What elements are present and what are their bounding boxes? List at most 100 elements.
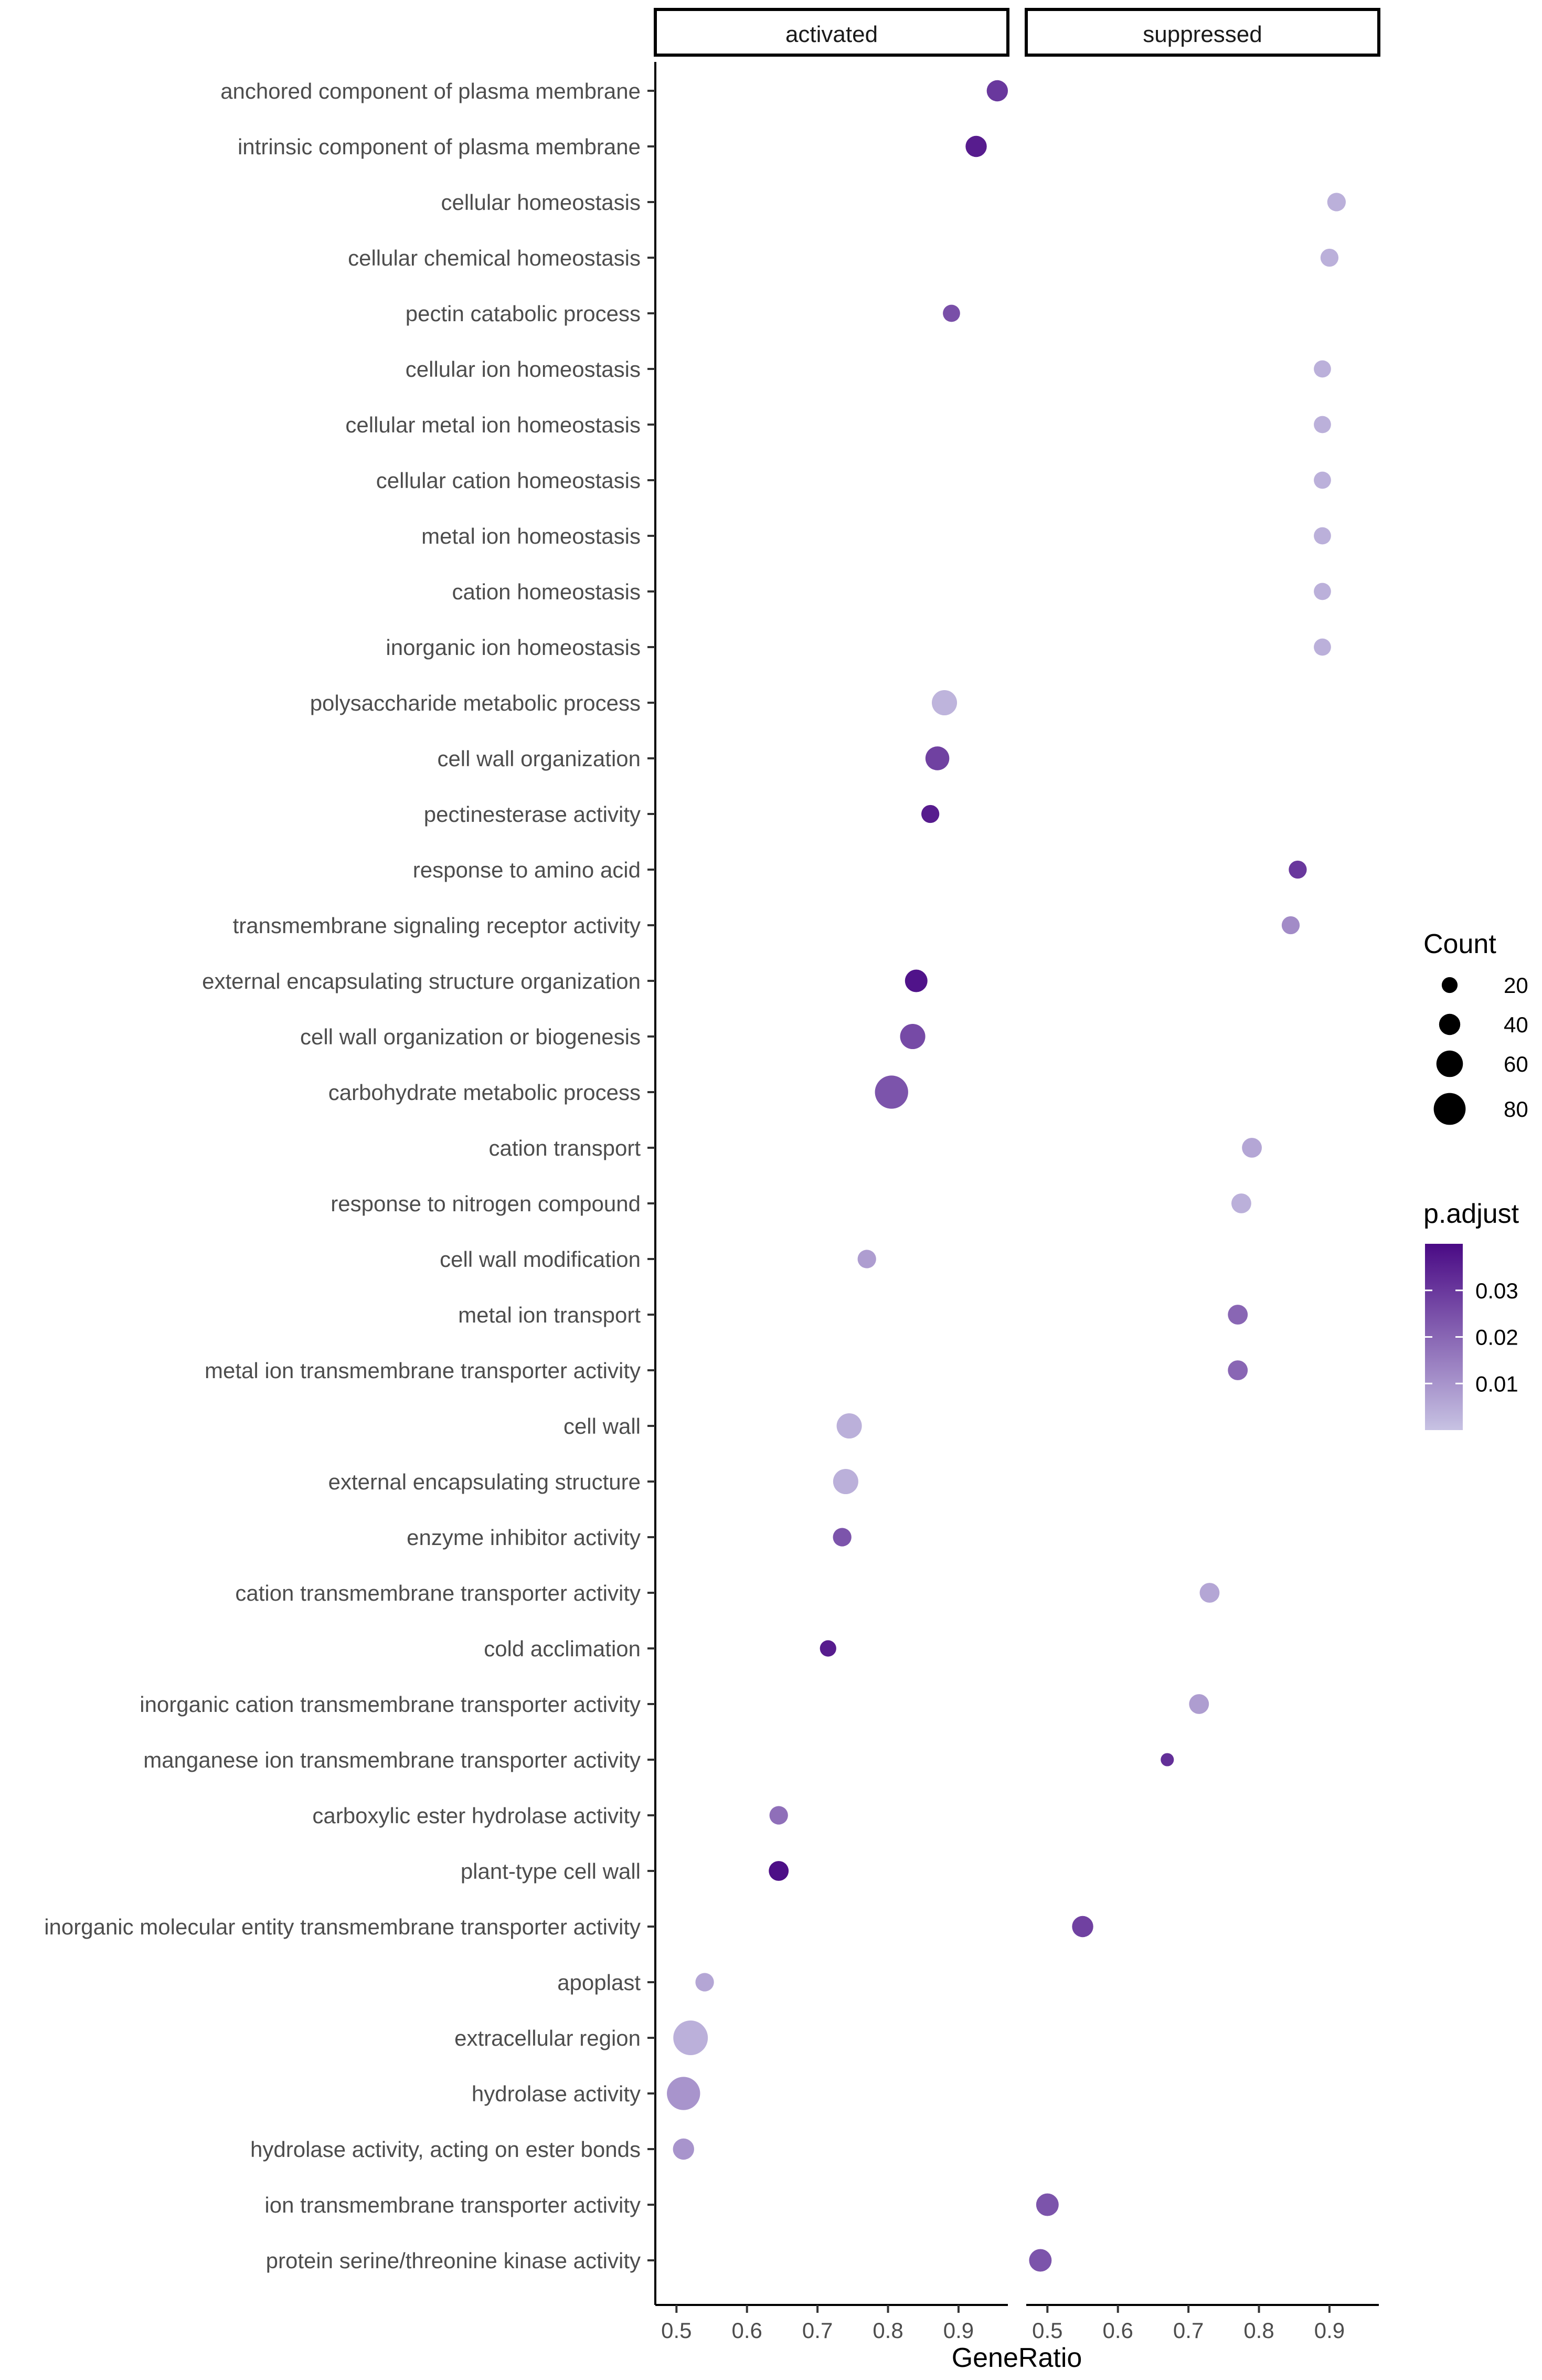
point-suppressed [1036,2193,1059,2216]
x-tick-label: 0.6 [732,2318,762,2343]
point-suppressed [1314,360,1331,378]
y-tick-label: hydrolase activity, acting on ester bond… [250,2137,641,2162]
legend-count-dot [1433,1093,1466,1125]
legend-padjust: p.adjust 0.01 0.02 0.03 [1423,1199,1519,1430]
y-tick-label: inorganic ion homeostasis [386,635,641,660]
legend-count-dot [1441,977,1458,993]
point-suppressed [1242,1138,1262,1158]
point-activated [820,1640,836,1657]
point-suppressed [1320,248,1339,267]
y-tick-label: response to nitrogen compound [331,1191,641,1216]
y-tick-label: anchored component of plasma membrane [220,79,641,103]
y-tick-label: external encapsulating structure organiz… [202,969,641,993]
y-tick-label: carbohydrate metabolic process [328,1080,641,1105]
point-suppressed [1314,638,1331,656]
legend-count: Count 20 40 60 80 [1423,929,1528,1125]
y-tick-label: cation homeostasis [452,579,641,604]
legend-count-label: 80 [1504,1097,1528,1122]
y-tick-label: ion transmembrane transporter activity [264,2193,641,2217]
y-tick-label: hydrolase activity [472,2081,641,2106]
legend-count-label: 20 [1504,973,1528,998]
y-tick-label: cell wall [563,1414,641,1438]
x-tick-label: 0.7 [802,2318,833,2343]
point-activated [769,1861,789,1881]
legend-padjust-label: 0.03 [1475,1278,1518,1303]
y-tick-label: cellular metal ion homeostasis [345,412,641,437]
x-tick-label: 0.7 [1173,2318,1204,2343]
facet-strip-suppressed: suppressed [1025,8,1380,57]
y-tick-label: manganese ion transmembrane transporter … [143,1748,641,1772]
x-tick-label: 0.8 [1243,2318,1274,2343]
point-activated [932,690,958,716]
point-activated [986,80,1008,102]
y-tick-label: cation transmembrane transporter activit… [235,1581,641,1605]
point-activated [836,1413,862,1439]
facet-strip-activated: activated [654,8,1009,57]
legend-padjust-label: 0.01 [1475,1371,1518,1396]
y-tick-label: apoplast [557,1970,641,1995]
x-axis-ticks: 0.5 0.6 0.7 0.8 0.9 0.5 0.6 0.7 0.8 0.9 [661,2305,1345,2343]
point-suppressed [1231,1193,1251,1213]
legend-count-label: 60 [1504,1052,1528,1076]
point-activated [965,135,987,157]
data-points [667,80,1346,2272]
y-tick-label: enzyme inhibitor activity [407,1525,641,1550]
point-suppressed [1029,2249,1052,2272]
y-tick-label: external encapsulating structure [328,1469,641,1494]
y-tick-label: cellular homeostasis [441,190,641,215]
legend-count-dot [1436,1050,1463,1077]
point-suppressed [1314,527,1331,545]
point-activated [673,2138,694,2160]
x-tick-label: 0.6 [1103,2318,1133,2343]
legend-count-title: Count [1423,929,1496,959]
y-tick-label: polysaccharide metabolic process [310,691,641,715]
point-activated [673,2021,708,2055]
point-activated [667,2077,700,2110]
y-tick-label: cellular ion homeostasis [406,357,641,382]
x-tick-label: 0.5 [1032,2318,1062,2343]
point-suppressed [1314,416,1331,433]
x-tick-label: 0.9 [943,2318,974,2343]
y-tick-label: metal ion homeostasis [421,524,641,548]
facet-label-suppressed: suppressed [1143,22,1262,47]
y-tick-label: cell wall modification [440,1247,641,1272]
legend-count-dot [1439,1013,1461,1035]
y-tick-label: cell wall organization [437,746,641,771]
legend-padjust-title: p.adjust [1423,1199,1519,1229]
point-suppressed [1228,1360,1248,1380]
point-activated [769,1806,788,1825]
point-suppressed [1314,471,1331,489]
point-suppressed [1327,193,1346,211]
point-suppressed [1189,1694,1209,1714]
point-suppressed [1228,1305,1248,1325]
point-activated [905,969,928,992]
y-tick-label: metal ion transmembrane transporter acti… [205,1358,641,1383]
y-tick-label: transmembrane signaling receptor activit… [233,913,641,938]
y-tick-label: inorganic cation transmembrane transport… [140,1692,641,1717]
y-tick-label: pectin catabolic process [406,301,641,326]
point-suppressed [1199,1583,1220,1603]
x-tick-label: 0.8 [873,2318,903,2343]
point-activated [695,1973,714,1992]
y-tick-label: cold acclimation [484,1636,641,1661]
y-tick-label: cellular chemical homeostasis [348,246,641,270]
facet-label-activated: activated [785,22,878,47]
y-tick-label: protein serine/threonine kinase activity [266,2248,641,2273]
point-suppressed [1314,583,1331,600]
x-axis-title: GeneRatio [952,2343,1082,2373]
y-axis-labels: anchored component of plasma membrane int… [44,79,655,2273]
y-tick-label: cellular cation homeostasis [376,468,641,493]
y-tick-label: pectinesterase activity [424,802,641,827]
y-tick-label: metal ion transport [458,1303,641,1327]
point-activated [943,304,960,322]
y-tick-label: response to amino acid [413,858,641,882]
x-tick-label: 0.9 [1314,2318,1345,2343]
point-activated [833,1528,852,1547]
y-tick-label: intrinsic component of plasma membrane [238,134,641,159]
point-activated [833,1468,858,1495]
legend-padjust-label: 0.02 [1475,1325,1518,1350]
point-activated [921,805,940,823]
point-suppressed [1281,916,1300,935]
